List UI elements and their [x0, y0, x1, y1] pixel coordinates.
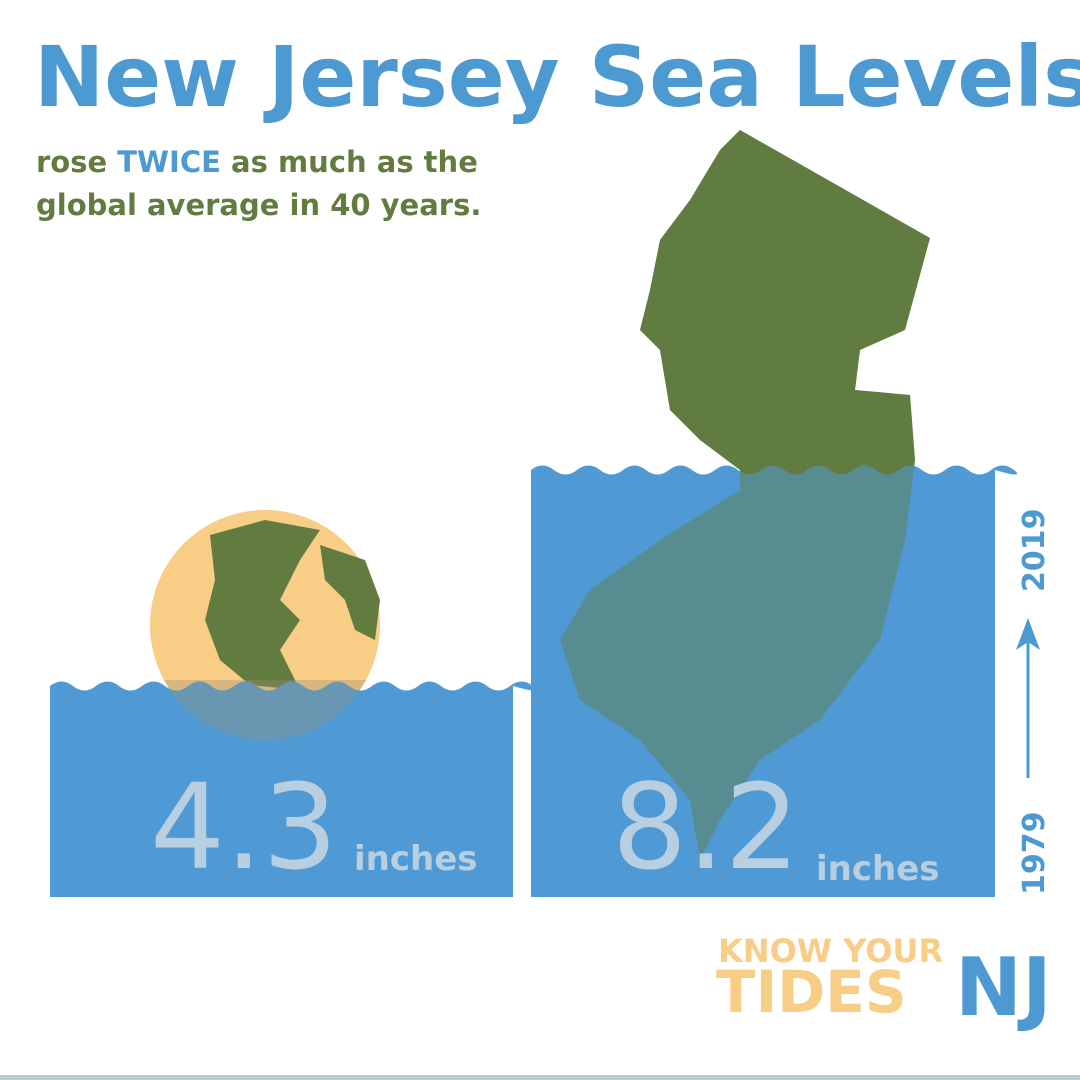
continent — [320, 545, 380, 640]
arrow-head — [1016, 618, 1040, 650]
subtitle-emphasis: TWICE — [117, 145, 221, 179]
global-unit: inches — [354, 839, 478, 879]
title: New Jersey Sea Levels — [34, 28, 1080, 126]
continent — [205, 520, 320, 690]
footer-rule — [0, 1075, 1080, 1080]
timeline-start: 1979 — [1017, 812, 1052, 896]
global-value: 4.3 — [150, 758, 338, 896]
logo-mark: NJ — [955, 941, 1052, 1034]
globe-submerged — [164, 680, 366, 740]
nj-value: 8.2 — [612, 758, 800, 896]
subtitle-line: global average in 40 years. — [36, 188, 481, 222]
subtitle: rose TWICE as much as the — [36, 145, 478, 179]
globe — [150, 510, 380, 740]
subtitle-lead: rose — [36, 145, 107, 179]
subtitle-rest: as much as the — [231, 145, 478, 179]
water-global — [50, 681, 537, 897]
nj-unit: inches — [816, 849, 940, 889]
timeline-end: 2019 — [1017, 509, 1052, 593]
logo-tides: TIDES — [716, 958, 907, 1026]
logo-line: KNOW YOUR — [718, 932, 943, 970]
